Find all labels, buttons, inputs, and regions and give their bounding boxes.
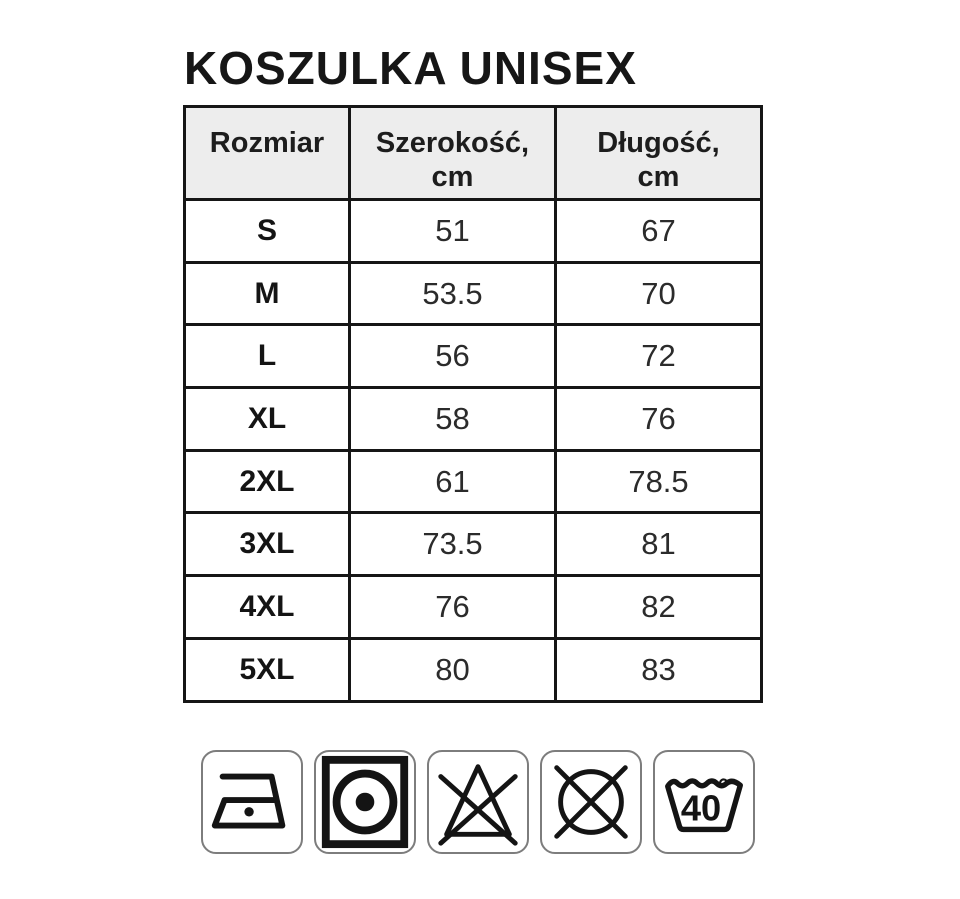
table-row: 2XL 61 78.5 (183, 448, 763, 515)
length-value: 67 (554, 198, 763, 264)
width-value: 58 (348, 386, 557, 452)
tumble-dry-icon (314, 750, 416, 854)
width-value: 76 (348, 574, 557, 640)
table-row: L 56 72 (183, 323, 763, 390)
table-row: XL 58 76 (183, 386, 763, 452)
table-row: S 51 67 (183, 198, 763, 264)
length-value: 82 (554, 574, 763, 640)
do-not-dry-clean-icon (540, 750, 642, 854)
column-header-size-label: Rozmiar (209, 127, 325, 159)
table-row: 5XL 80 83 (183, 636, 763, 703)
size-label: 3XL (183, 511, 351, 578)
length-value: 81 (554, 511, 763, 578)
length-value: 76 (554, 386, 763, 452)
size-label: 4XL (183, 574, 351, 640)
length-value: 72 (554, 323, 763, 390)
table-header-row: Rozmiar Szerokość, cm Długość, cm (183, 105, 763, 201)
column-header-length-unit: cm (637, 161, 680, 193)
column-header-length-label: Długość, (597, 127, 720, 159)
width-value: 73.5 (348, 511, 557, 578)
width-value: 56 (348, 323, 557, 390)
width-value: 80 (348, 636, 557, 703)
length-value: 78.5 (554, 448, 763, 515)
wash-temperature-degree-mark: ° (718, 773, 730, 806)
size-label: M (183, 260, 351, 327)
length-value: 70 (554, 260, 763, 327)
wash-temperature-label: 40 (681, 788, 721, 829)
size-label: 5XL (183, 636, 351, 703)
width-value: 53.5 (348, 260, 557, 327)
table-row: 4XL 76 82 (183, 574, 763, 640)
iron-icon (201, 750, 303, 854)
page-title: KOSZULKA UNISEX (184, 42, 637, 94)
care-symbols-row: 40 ° (201, 750, 755, 854)
column-header-width-unit: cm (431, 161, 474, 193)
table-row: M 53.5 70 (183, 260, 763, 327)
width-value: 61 (348, 448, 557, 515)
column-header-width: Szerokość, cm (348, 105, 557, 201)
do-not-bleach-icon (427, 750, 529, 854)
width-value: 51 (348, 198, 557, 264)
table-row: 3XL 73.5 81 (183, 511, 763, 578)
size-label: S (183, 198, 351, 264)
column-header-width-label: Szerokość, (375, 127, 530, 159)
column-header-length: Długość, cm (554, 105, 763, 201)
size-table: Rozmiar Szerokość, cm Długość, cm S 51 6… (183, 105, 763, 703)
wash-40-icon: 40 ° (653, 750, 755, 854)
column-header-size: Rozmiar (183, 105, 351, 201)
length-value: 83 (554, 636, 763, 703)
size-label: XL (183, 386, 351, 452)
size-label: 2XL (183, 448, 351, 515)
size-label: L (183, 323, 351, 390)
